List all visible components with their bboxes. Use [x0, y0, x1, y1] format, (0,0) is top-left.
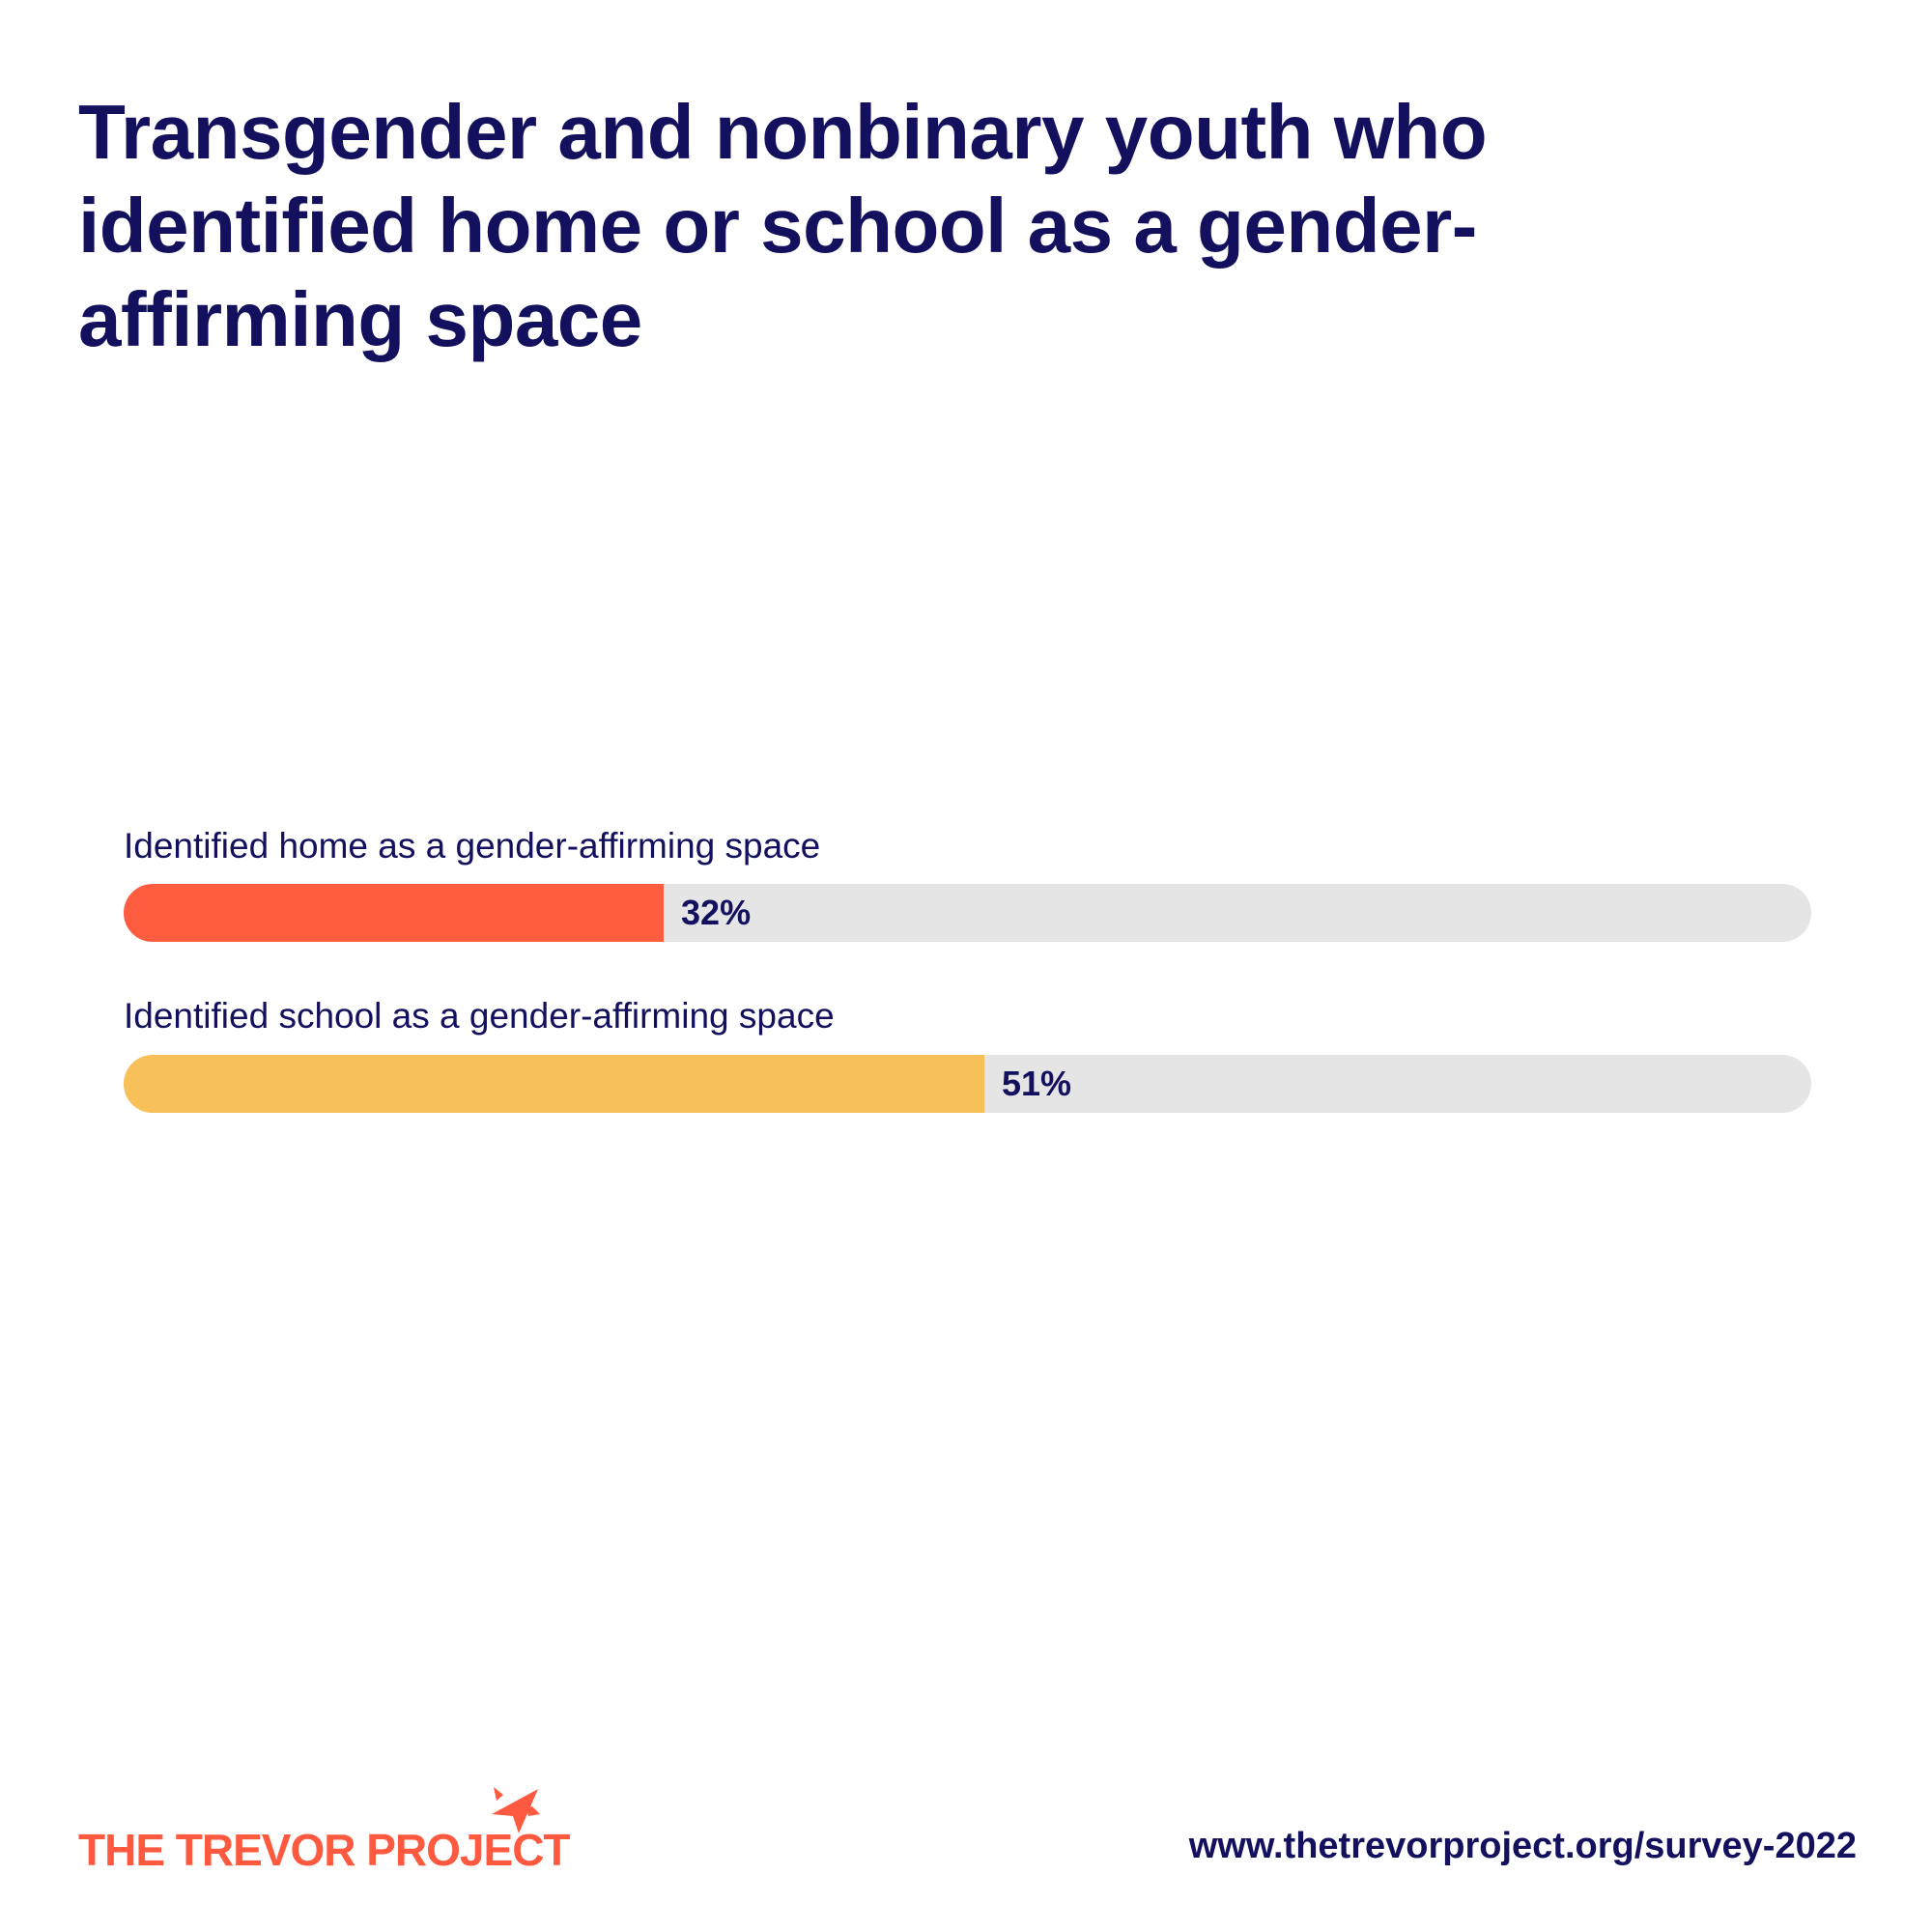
- value-label: 51%: [1001, 1064, 1072, 1103]
- star-arrow-icon: [492, 1787, 540, 1833]
- chart-title: Transgender and nonbinary youth who iden…: [78, 89, 1488, 362]
- logo-text: THE TREVOR PROJECT: [78, 1824, 571, 1876]
- category-label: Identified school as a gender-affirming …: [124, 996, 835, 1036]
- logo-wordmark: THE TREVOR PROJECT: [78, 1825, 571, 1875]
- bar-track: 51%: [124, 1055, 1811, 1113]
- bar: [124, 884, 665, 942]
- survey-url: www.thetrevorproject.org/survey-2022: [1188, 1826, 1857, 1866]
- category-label: Identified home as a gender-affirming sp…: [124, 826, 821, 866]
- bar-track: 32%: [124, 884, 1811, 942]
- value-label: 32%: [681, 893, 752, 932]
- bar: [124, 1055, 984, 1113]
